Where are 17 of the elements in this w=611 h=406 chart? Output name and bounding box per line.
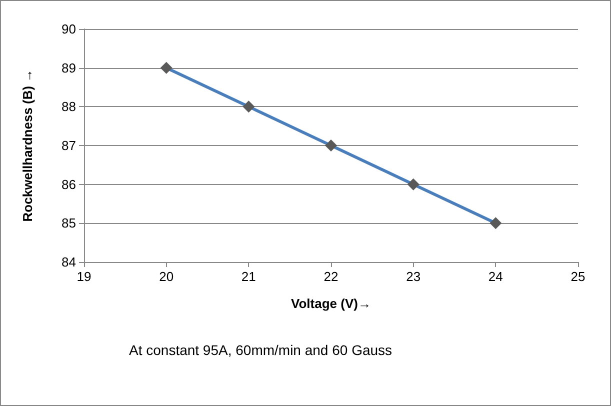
y-tick-label: 84 <box>62 254 76 270</box>
x-tick-label: 19 <box>76 269 92 284</box>
text: At constant 95A, 60mm/min and 60 Gauss <box>129 342 392 358</box>
y-tick-label: 88 <box>62 99 76 114</box>
x-tick-label: 23 <box>406 269 421 284</box>
x-tick-label: 21 <box>241 269 256 284</box>
x-axis-title: Voltage (V)→ <box>291 296 371 311</box>
x-tick-label: 25 <box>570 269 586 284</box>
x-tick-label: 24 <box>488 269 503 284</box>
x-tick-label: 22 <box>324 269 338 284</box>
y-tick-label: 90 <box>62 22 76 36</box>
y-tick-label: 89 <box>62 60 76 76</box>
y-tick-label: 85 <box>62 216 76 231</box>
x-tick-label: 20 <box>159 269 174 284</box>
y-tick-label: 86 <box>62 176 76 192</box>
y-tick-label: 87 <box>62 138 76 153</box>
y-axis-title: Rockwellhardness (B) → <box>20 69 35 222</box>
